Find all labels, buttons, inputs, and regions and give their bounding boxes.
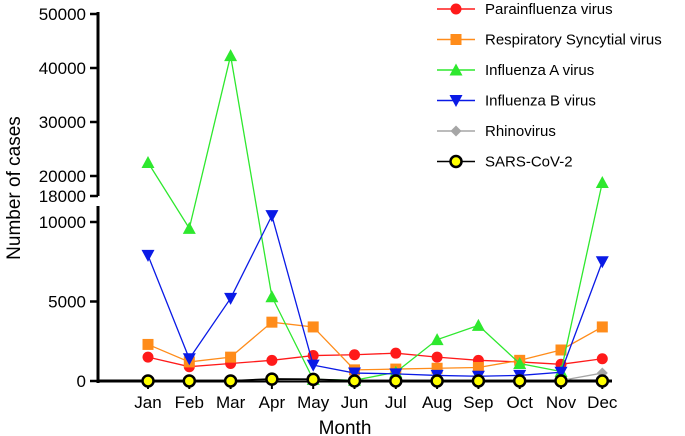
data-point — [349, 349, 360, 361]
data-point — [471, 374, 486, 388]
data-point — [306, 359, 320, 372]
legend-item: Parainfluenza virus — [437, 1, 613, 18]
data-point — [347, 374, 362, 388]
data-point — [142, 351, 154, 363]
data-point — [595, 374, 610, 388]
x-tick-label: Mar — [216, 393, 246, 412]
data-point — [431, 362, 443, 374]
series-line — [147, 213, 603, 377]
data-point — [266, 354, 278, 366]
legend-item: Influenza B virus — [437, 93, 596, 110]
data-point — [512, 374, 527, 388]
legend-label: Influenza A virus — [485, 62, 594, 79]
y-tick-label: 40000 — [39, 59, 86, 78]
data-point — [306, 372, 320, 387]
x-tick-label: Aug — [422, 393, 452, 412]
y-tick-label: 18000 — [39, 187, 86, 206]
x-tick-label: Nov — [546, 393, 577, 412]
data-point — [141, 156, 155, 168]
data-point — [307, 321, 319, 333]
x-tick-label: Sep — [463, 393, 493, 412]
legend-swatch-marker — [450, 3, 462, 15]
y-tick-label: 10000 — [39, 213, 86, 232]
chart-series — [141, 49, 610, 388]
legend-label: SARS-CoV-2 — [485, 154, 573, 171]
legend-swatch-marker — [449, 63, 463, 76]
series-line — [148, 378, 603, 382]
series-line — [147, 321, 603, 371]
data-point — [430, 333, 444, 346]
data-point — [266, 316, 278, 328]
data-point — [348, 367, 361, 380]
data-point — [182, 353, 196, 366]
data-point — [265, 210, 279, 223]
data-point — [596, 321, 608, 333]
data-point — [596, 353, 608, 365]
x-tick-label: Feb — [175, 393, 204, 412]
series-influenza-b-virus — [141, 210, 609, 383]
data-point — [555, 344, 567, 356]
x-tick-label: Jul — [385, 393, 407, 412]
series-sars-cov-2 — [141, 372, 610, 388]
legend-item: Influenza A virus — [437, 62, 594, 79]
data-point — [513, 357, 527, 370]
legend-item: Respiratory Syncytial virus — [437, 32, 662, 49]
x-tick-label: Jan — [134, 393, 161, 412]
data-point — [225, 351, 237, 363]
data-point — [389, 374, 403, 388]
data-point — [430, 374, 444, 388]
chart-legend: Parainfluenza virus Respiratory Syncytial… — [437, 1, 662, 171]
x-tick-label: Dec — [587, 393, 618, 412]
data-point — [554, 366, 568, 379]
data-point — [431, 351, 443, 363]
legend-label: Influenza B virus — [485, 93, 596, 110]
y-tick-label: 0 — [77, 372, 86, 391]
data-point — [472, 361, 484, 373]
y-tick-label: 5000 — [48, 293, 86, 312]
legend-label: Respiratory Syncytial virus — [485, 32, 662, 49]
data-point — [265, 372, 279, 386]
x-tick-label: Oct — [506, 393, 533, 412]
data-point — [182, 221, 196, 234]
legend-label: Rhinovirus — [485, 123, 556, 140]
y-tick-label: 20000 — [39, 167, 86, 186]
data-point — [182, 374, 197, 388]
data-point — [142, 338, 154, 350]
y-axis-title: Number of cases — [4, 116, 25, 260]
series-line — [147, 55, 603, 381]
legend-swatch-marker — [449, 154, 463, 169]
data-point — [595, 175, 609, 188]
data-point — [471, 318, 485, 331]
data-point — [224, 292, 238, 305]
y-tick-label: 50000 — [39, 5, 86, 24]
series-line — [147, 352, 603, 368]
data-point — [265, 290, 279, 303]
legend-swatch-marker — [450, 125, 462, 137]
legend-swatch-marker — [450, 34, 462, 45]
data-point — [141, 374, 155, 388]
data-point — [595, 256, 609, 269]
x-tick-label: Apr — [259, 393, 286, 412]
y-tick-label: 30000 — [39, 113, 86, 132]
x-axis-title: Month — [319, 418, 372, 436]
series-parainfluenza-virus — [142, 347, 608, 373]
data-point — [554, 374, 568, 388]
data-point — [141, 249, 155, 262]
x-tick-label: Jun — [341, 393, 368, 412]
x-tick-label: May — [297, 393, 330, 412]
data-point — [224, 49, 238, 62]
data-point — [390, 347, 402, 359]
data-point — [223, 374, 238, 388]
legend-swatch-marker — [449, 95, 463, 107]
legend-label: Parainfluenza virus — [485, 1, 613, 18]
legend-item: SARS-CoV-2 — [437, 154, 573, 171]
legend-item: Rhinovirus — [437, 123, 556, 140]
